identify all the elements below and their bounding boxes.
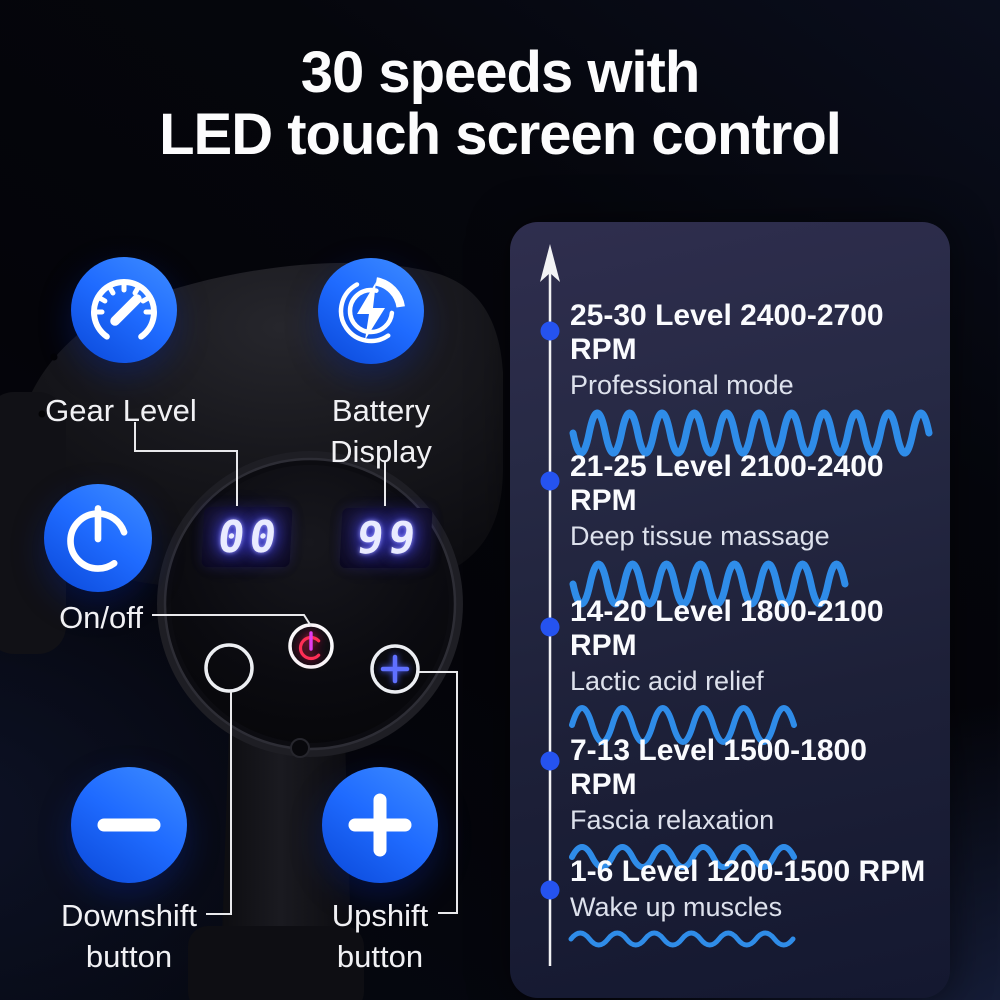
power-icon — [67, 505, 129, 572]
level-row-25-30: 25-30 Level 2400-2700 RPM Professional m… — [569, 299, 940, 460]
level-row-subtitle: Wake up muscles — [570, 892, 783, 922]
level-row-title: 1-6 Level 1200-1500 RPM — [570, 855, 926, 888]
level-row-title: 25-30 Level 2400-2700 RPM — [570, 299, 884, 366]
speed-levels-panel: 25-30 Level 2400-2700 RPM Professional m… — [510, 222, 950, 998]
vibration-wave — [569, 844, 797, 870]
battery-display-label: Battery Display — [330, 393, 432, 469]
gear-level-badge — [71, 257, 177, 363]
battery-display-badge — [318, 258, 424, 364]
level-row-21-25: 21-25 Level 2100-2400 RPM Deep tissue ma… — [569, 450, 940, 611]
downshift-badge — [71, 767, 187, 883]
speedometer-icon — [91, 279, 157, 340]
gear-level-display: 00 — [201, 507, 293, 567]
battery-value: 99 — [353, 512, 424, 564]
vibration-wave — [569, 705, 797, 745]
device-plus-button — [370, 644, 420, 694]
level-row-title: 21-25 Level 2100-2400 RPM — [570, 450, 884, 517]
upshift-badge — [322, 767, 438, 883]
level-row-subtitle: Fascia relaxation — [570, 805, 775, 835]
control-face-bezel — [157, 451, 463, 757]
title-line-1: 30 speeds with — [300, 40, 701, 105]
gear-level-label: Gear Level — [45, 393, 197, 428]
vibration-wave — [569, 409, 933, 457]
title-line-2: LED touch screen control — [159, 102, 842, 167]
level-row-subtitle: Lactic acid relief — [570, 666, 764, 696]
level-row-subtitle: Professional mode — [570, 370, 794, 400]
plus-icon — [348, 793, 412, 857]
downshift-label: Downshift button — [60, 898, 198, 974]
level-row-title: 14-20 Level 1800-2100 RPM — [570, 595, 884, 662]
device-minus-button — [204, 643, 254, 693]
level-row-14-20: 14-20 Level 1800-2100 RPM Lactic acid re… — [569, 595, 940, 748]
level-row-1-6: 1-6 Level 1200-1500 RPM Wake up muscles — [568, 855, 940, 950]
upshift-label: Upshift button — [331, 898, 429, 974]
gear-level-value: 00 — [214, 511, 285, 563]
battery-charge-icon — [336, 276, 406, 346]
downshift-connector — [206, 691, 232, 915]
minus-icon — [97, 818, 161, 832]
vibration-wave — [568, 930, 796, 948]
on-off-label: On/off — [59, 600, 143, 635]
page-title: 30 speeds with LED touch screen control — [0, 42, 1000, 166]
level-row-7-13: 7-13 Level 1500-1800 RPM Fascia relaxati… — [569, 734, 940, 873]
on-off-badge — [44, 484, 152, 592]
level-row-subtitle: Deep tissue massage — [570, 521, 830, 551]
level-row-title: 7-13 Level 1500-1800 RPM — [570, 734, 867, 801]
vibration-wave — [569, 560, 849, 608]
device-power-button — [288, 623, 334, 669]
battery-display-screen: 99 — [339, 508, 433, 568]
